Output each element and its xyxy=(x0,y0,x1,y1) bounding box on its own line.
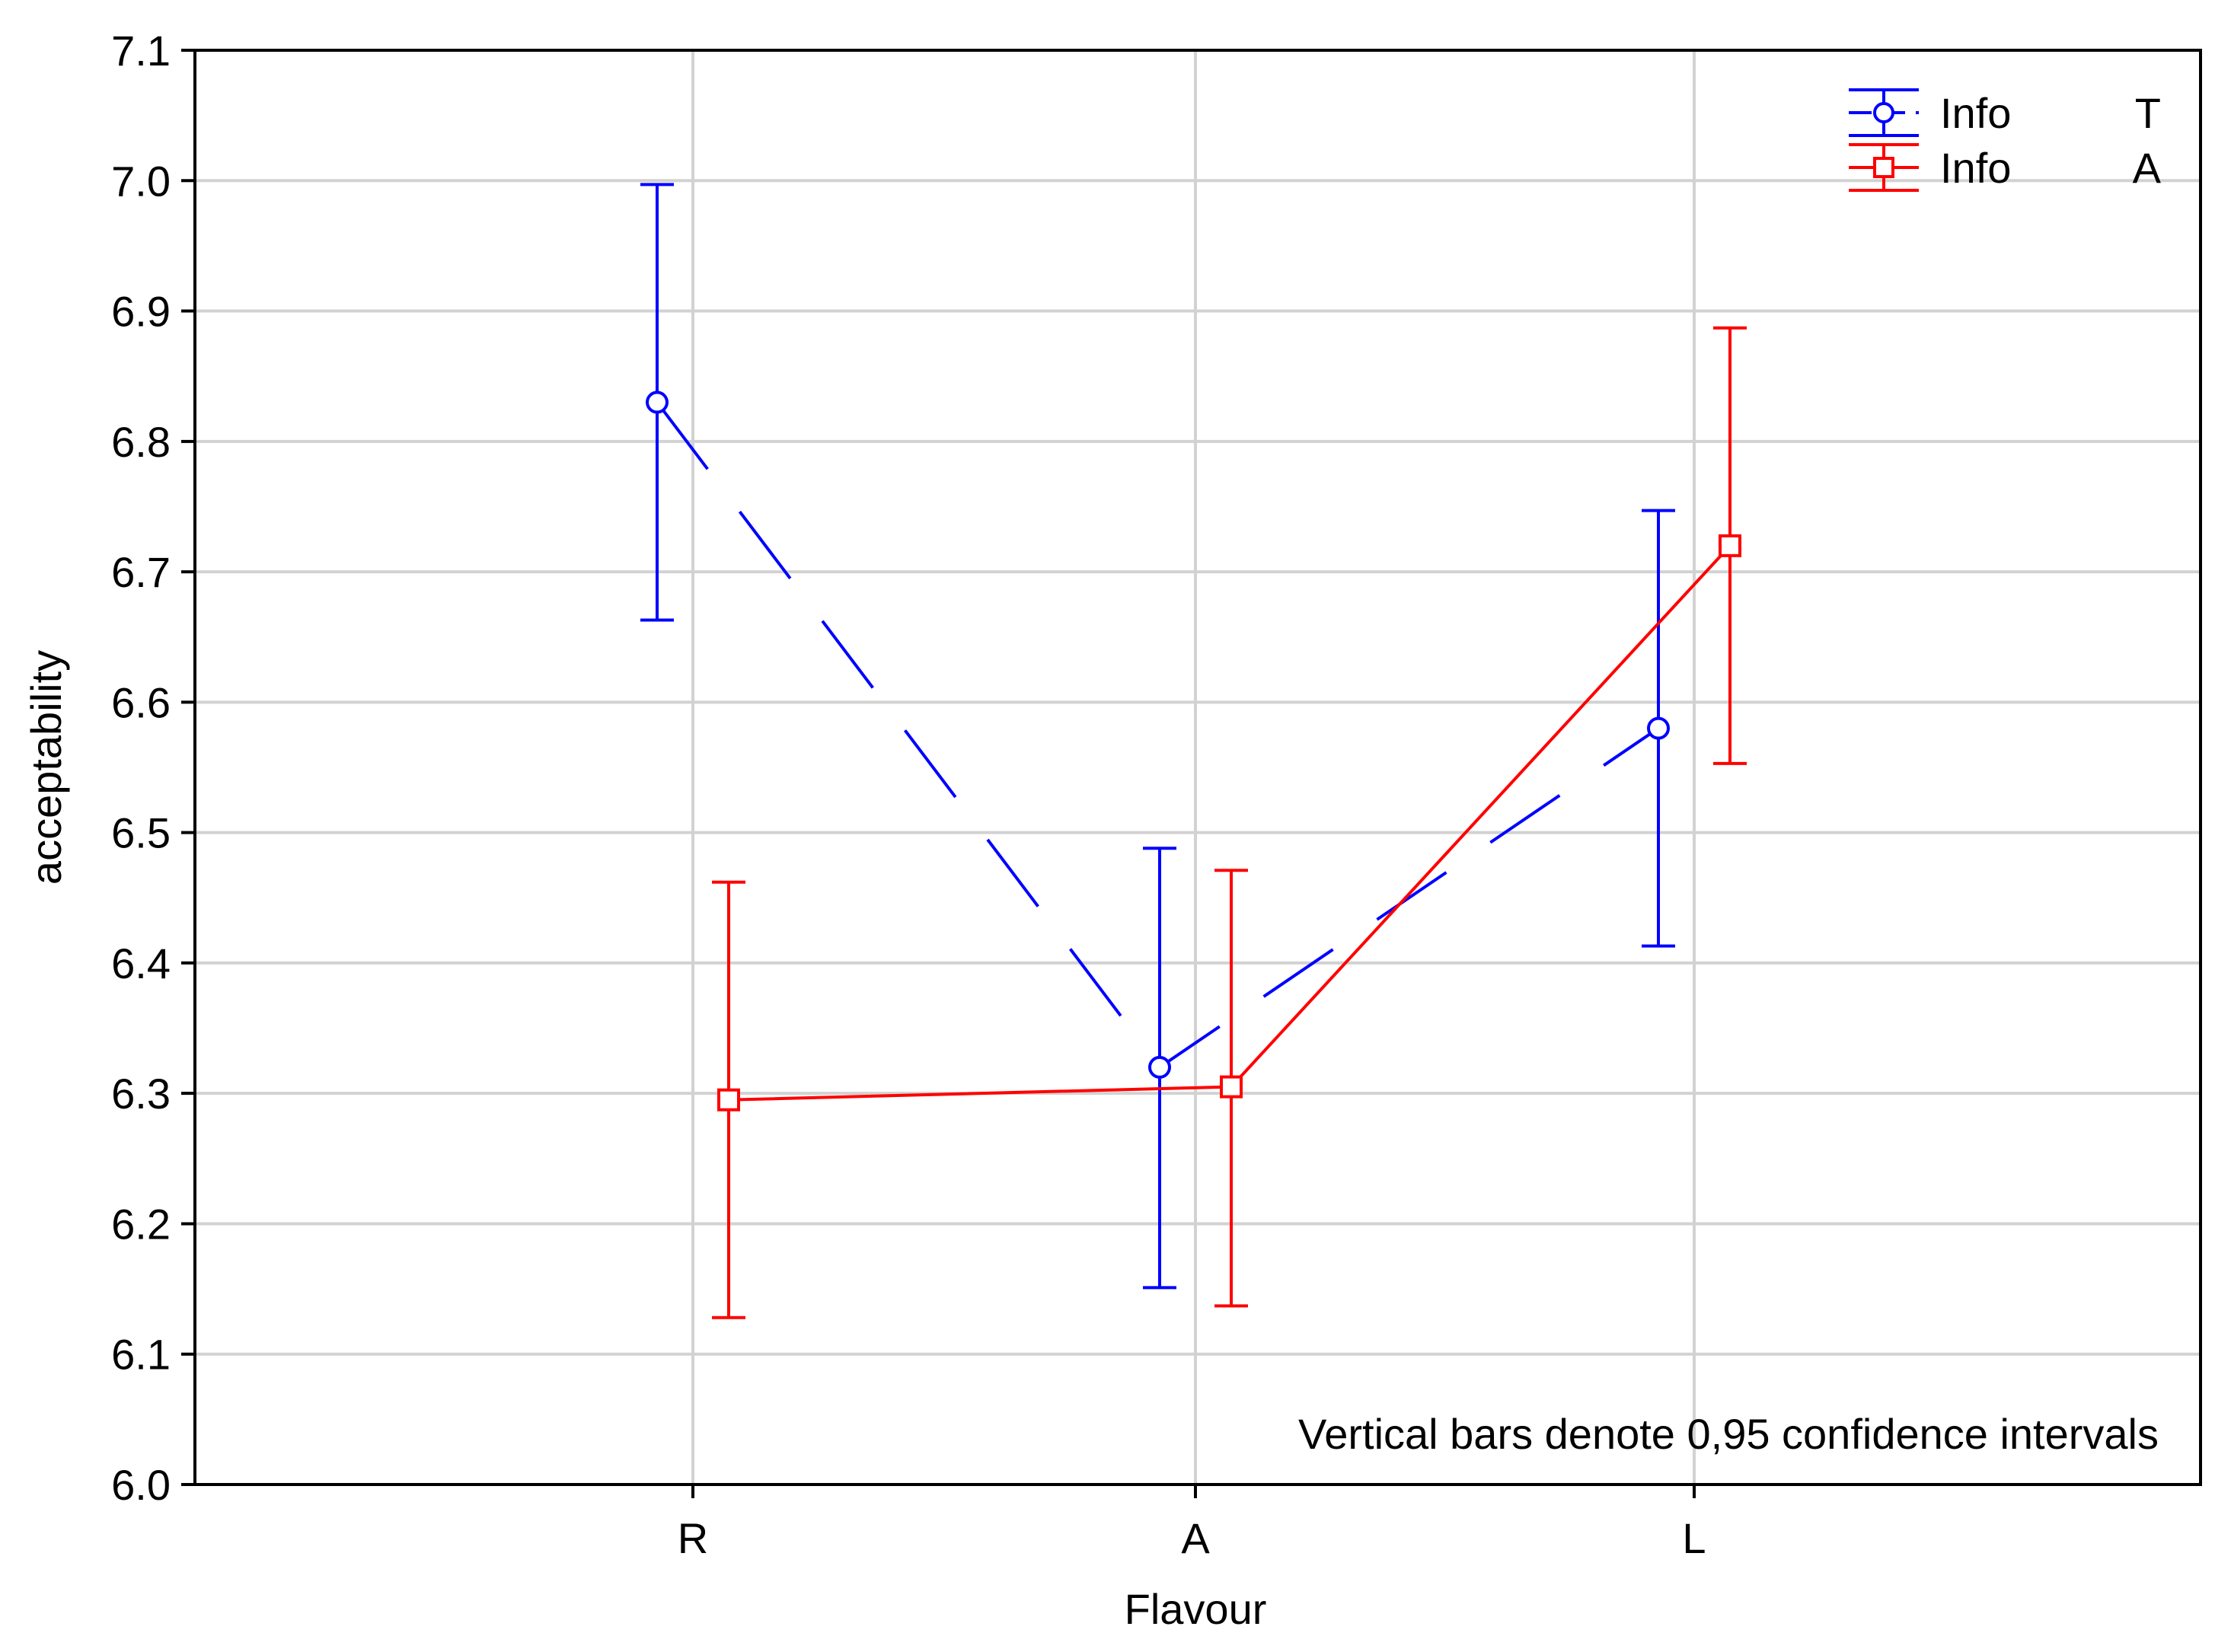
y-tick-label: 6.3 xyxy=(111,1070,171,1118)
x-tick-label: R xyxy=(678,1514,708,1562)
data-point xyxy=(1148,1055,1171,1079)
legend-marker xyxy=(1873,102,1894,123)
x-axis-label: Flavour xyxy=(1125,1585,1267,1633)
y-tick-label: 6.5 xyxy=(111,809,171,857)
data-point xyxy=(1220,1075,1243,1099)
grid-layer xyxy=(195,50,2201,1485)
y-tick-label: 7.0 xyxy=(111,157,171,205)
legend-label: Info xyxy=(1940,89,2011,137)
legend-label: Info xyxy=(1940,144,2011,192)
series-line-T xyxy=(656,401,1660,1070)
legend: Info T Info A xyxy=(1849,88,2162,192)
data-point xyxy=(717,1088,740,1111)
y-axis-label: acceptability xyxy=(22,650,70,885)
y-tick-label: 6.7 xyxy=(111,548,171,596)
data-point xyxy=(646,391,669,414)
y-tick-label: 6.1 xyxy=(111,1331,171,1379)
x-tick-label: L xyxy=(1682,1514,1706,1562)
legend-level: A xyxy=(2133,144,2162,192)
x-tick-label: A xyxy=(1181,1514,1210,1562)
legend-marker xyxy=(1873,157,1894,178)
y-tick-label: 6.0 xyxy=(111,1461,171,1509)
series-layer xyxy=(640,183,1747,1319)
y-tick-label: 6.4 xyxy=(111,939,171,987)
y-tick-label: 6.9 xyxy=(111,288,171,336)
data-point xyxy=(1719,534,1741,557)
ci-annotation: Vertical bars denote 0,95 confidence int… xyxy=(1298,1410,2159,1458)
data-point xyxy=(1647,716,1670,740)
y-tick-label: 7.1 xyxy=(111,27,171,75)
y-tick-label: 6.6 xyxy=(111,678,171,726)
axis-layer: 6.0 6.1 6.2 6.3 6.4 6.5 6.6 6.7 6.8 6.9 7.0 7.1 R A L xyxy=(111,27,2202,1562)
legend-level: T xyxy=(2135,89,2161,137)
series-line-A xyxy=(728,544,1731,1102)
y-tick-label: 6.2 xyxy=(111,1200,171,1248)
plot-frame xyxy=(193,49,2202,1486)
y-tick-label: 6.8 xyxy=(111,418,171,466)
